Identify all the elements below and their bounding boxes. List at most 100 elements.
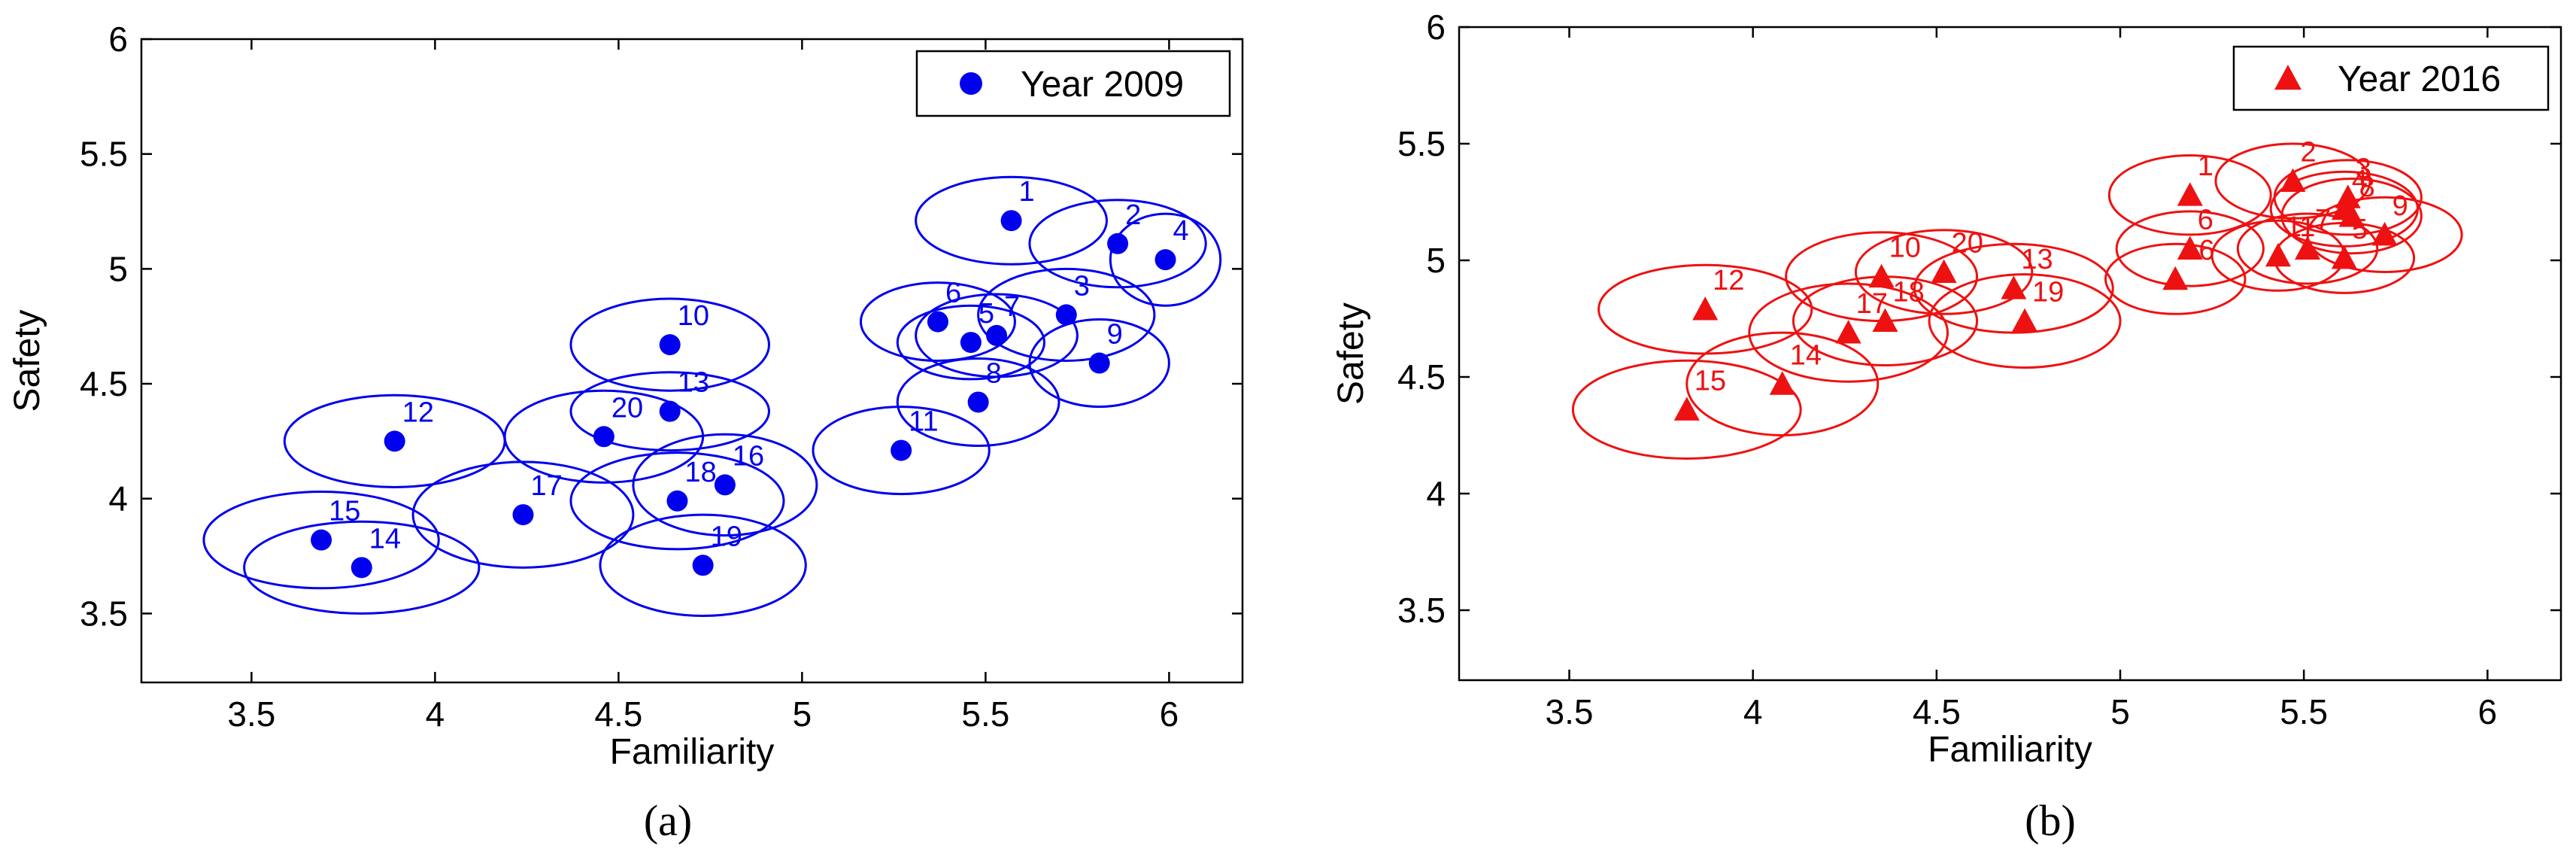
point-label: 19: [2032, 277, 2064, 308]
data-point: [2162, 266, 2189, 290]
point-label: 7: [1004, 291, 1020, 323]
data-point: [2338, 203, 2365, 227]
legend-marker: [960, 72, 982, 95]
legend-marker: [2274, 65, 2301, 90]
data-point: [1055, 304, 1077, 326]
data-point: [1872, 308, 1898, 333]
data-point: [692, 555, 714, 576]
point-label: 13: [678, 367, 709, 399]
confidence-ellipse: [411, 460, 635, 569]
x-tick-label: 3.5: [227, 694, 275, 734]
point-label: 12: [1713, 265, 1744, 296]
confidence-ellipse: [915, 175, 1108, 266]
point-label: 10: [678, 300, 709, 332]
confidence-ellipse: [2236, 212, 2379, 285]
data-point: [350, 557, 372, 579]
point-label: 6: [945, 278, 961, 309]
x-tick-label: 4: [426, 694, 445, 734]
confidence-ellipse: [812, 406, 991, 496]
confidence-ellipse: [569, 371, 770, 452]
data-point: [593, 426, 614, 448]
y-tick-label: 3.5: [80, 594, 128, 633]
data-point: [1088, 352, 1110, 374]
plot-frame: [140, 38, 1244, 684]
point-label: 19: [711, 521, 742, 552]
point-label: 5: [979, 298, 994, 330]
y-tick-label: 4.5: [1397, 357, 1446, 397]
confidence-ellipse: [2107, 154, 2272, 236]
point-label: 17: [531, 470, 563, 502]
confidence-ellipse: [1571, 359, 1802, 460]
data-point: [1107, 232, 1129, 254]
data-point: [2012, 308, 2038, 333]
data-point: [384, 430, 405, 452]
confidence-ellipse: [896, 357, 1060, 447]
confidence-ellipse: [503, 389, 705, 484]
y-tick-label: 3.5: [1397, 591, 1446, 630]
point-label: 14: [369, 523, 401, 555]
confidence-ellipse: [599, 513, 807, 617]
y-tick-label: 6: [108, 20, 128, 59]
x-tick-label: 6: [2478, 692, 2498, 731]
data-point: [986, 324, 1008, 346]
data-point: [2001, 275, 2027, 299]
confidence-ellipse: [569, 451, 785, 551]
x-tick-label: 5.5: [2280, 692, 2328, 731]
panel-caption: (a): [644, 796, 692, 845]
data-point: [666, 490, 688, 512]
point-label: 2: [2301, 137, 2317, 169]
point-label: 16: [2183, 235, 2214, 266]
confidence-ellipse: [202, 491, 440, 590]
x-tick-label: 3.5: [1546, 692, 1594, 731]
confidence-ellipse: [2115, 210, 2265, 287]
y-axis-label: Safety: [8, 309, 47, 412]
point-label: 8: [986, 357, 1002, 389]
confidence-ellipse: [632, 433, 818, 537]
confidence-ellipse: [2104, 242, 2247, 315]
confidence-ellipse: [1748, 282, 1949, 383]
point-label: 6: [2198, 205, 2213, 236]
x-tick-label: 5.5: [961, 694, 1009, 734]
point-label: 1: [1019, 176, 1035, 208]
point-label: 4: [2352, 165, 2368, 196]
legend-label: Year 2016: [2338, 59, 2501, 99]
point-label: 15: [329, 496, 360, 527]
data-point: [1868, 263, 1895, 288]
data-point: [2371, 221, 2398, 246]
point-label: 4: [1173, 215, 1189, 247]
data-point: [2295, 236, 2321, 260]
x-tick-label: 5: [793, 694, 812, 734]
point-label: 2: [1125, 199, 1141, 231]
data-point: [512, 504, 534, 526]
y-tick-label: 4: [108, 479, 128, 518]
y-tick-label: 4: [1426, 474, 1446, 513]
x-tick-label: 5: [2110, 692, 2130, 731]
y-tick-label: 5.5: [80, 135, 128, 174]
confidence-ellipse: [2306, 196, 2463, 273]
y-axis-label: Safety: [1331, 302, 1371, 405]
point-label: 10: [1889, 232, 1921, 264]
x-tick-label: 4.5: [1913, 692, 1961, 731]
y-tick-label: 6: [1426, 8, 1446, 47]
data-point: [891, 439, 912, 461]
confidence-ellipse: [1109, 212, 1222, 307]
confidence-ellipse: [1028, 199, 1207, 289]
point-label: 3: [1074, 270, 1090, 302]
point-label: 8: [2359, 172, 2375, 203]
point-label: 12: [402, 397, 434, 428]
y-tick-label: 5: [108, 249, 128, 288]
point-label: 20: [1952, 228, 1983, 260]
data-point: [1154, 249, 1176, 271]
x-axis-label: Familiarity: [610, 732, 775, 772]
x-tick-label: 4: [1743, 692, 1763, 731]
data-point: [1692, 296, 1719, 321]
data-point: [659, 400, 681, 422]
data-point: [1000, 210, 1022, 232]
data-point: [960, 332, 982, 354]
data-point: [1931, 259, 1957, 283]
point-label: 20: [611, 392, 643, 424]
point-label: 9: [2392, 190, 2408, 222]
confidence-ellipse: [2280, 178, 2423, 255]
y-tick-label: 5: [1426, 241, 1446, 280]
data-point: [2265, 242, 2291, 267]
